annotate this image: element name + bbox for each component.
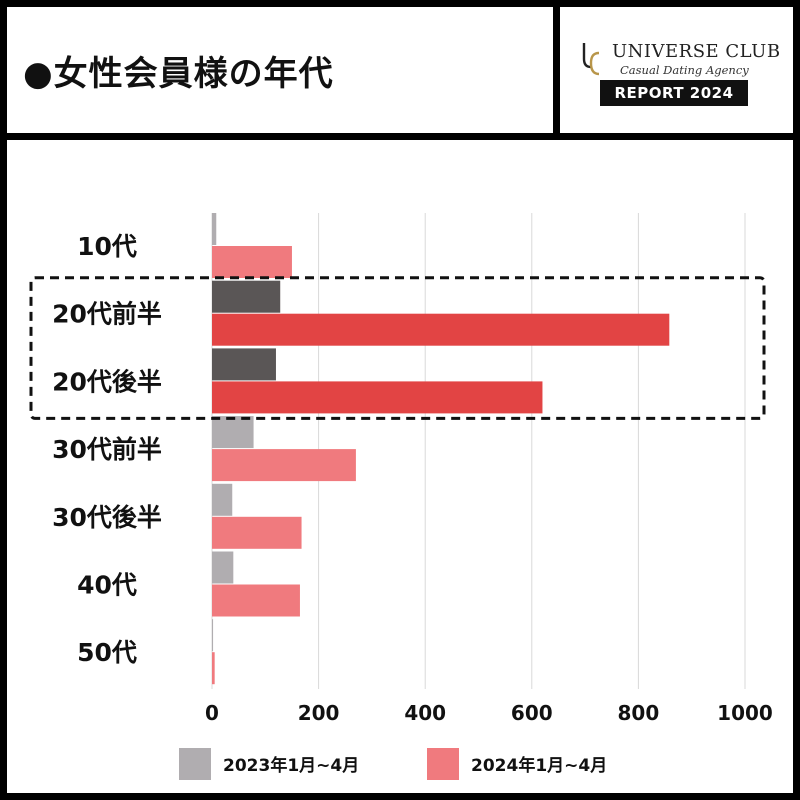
bar-2023 [212,551,234,584]
brand-panel: UNIVERSE CLUB Casual Dating Agency REPOR… [560,7,793,133]
title-panel: ●女性会員様の年代 [7,7,553,133]
category-label: 30代前半 [52,435,162,464]
category-label: 30代後半 [52,503,162,532]
legend-label: 2024年1月~4月 [471,755,607,776]
bar-2023 [212,416,254,449]
x-tick-label: 1000 [717,701,773,725]
category-label: 40代 [77,571,137,600]
bar-2024 [212,449,356,482]
bar-chart: 0 200 400 600 800 1000 10代 20代前半 20代後半 30代前半 30代後半… [29,213,773,780]
category-label: 20代前半 [52,300,162,329]
page-title: ●女性会員様の年代 [23,53,334,94]
bar-2024 [212,652,215,685]
bar-2024 [212,516,302,549]
uc-monogram-icon [582,43,600,76]
bar-2024 [212,246,292,278]
x-tick-label: 200 [298,701,340,725]
legend-label: 2023年1月~4月 [223,755,359,776]
category-label: 50代 [77,638,137,667]
bar-2024 [212,313,670,346]
category-label: 20代後半 [52,367,162,396]
x-tick-label: 800 [618,701,660,725]
category-label: 10代 [77,232,137,261]
report-badge: REPORT 2024 [600,80,748,106]
legend-swatch [427,748,459,780]
chart-panel: 0 200 400 600 800 1000 10代 20代前半 20代後半 30代前半 30代後半… [7,140,793,793]
bar-2024 [212,584,300,617]
bar-2023 [212,483,233,516]
x-tick-label: 0 [205,701,219,725]
bar-2023 [212,280,281,313]
x-tick-label: 600 [511,701,553,725]
brand-name: UNIVERSE CLUB [612,41,781,62]
bar-2023 [212,619,214,652]
brand-subtitle: Casual Dating Agency [620,63,749,77]
bar-2024 [212,381,543,414]
highlight-box [29,276,766,420]
x-tick-label: 400 [404,701,446,725]
bar-2023 [212,213,217,245]
legend-swatch [179,748,211,780]
bar-2023 [212,348,276,381]
